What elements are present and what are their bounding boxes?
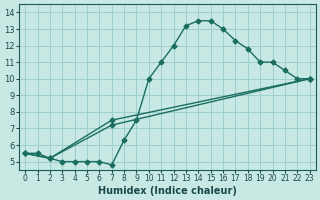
X-axis label: Humidex (Indice chaleur): Humidex (Indice chaleur) — [98, 186, 237, 196]
